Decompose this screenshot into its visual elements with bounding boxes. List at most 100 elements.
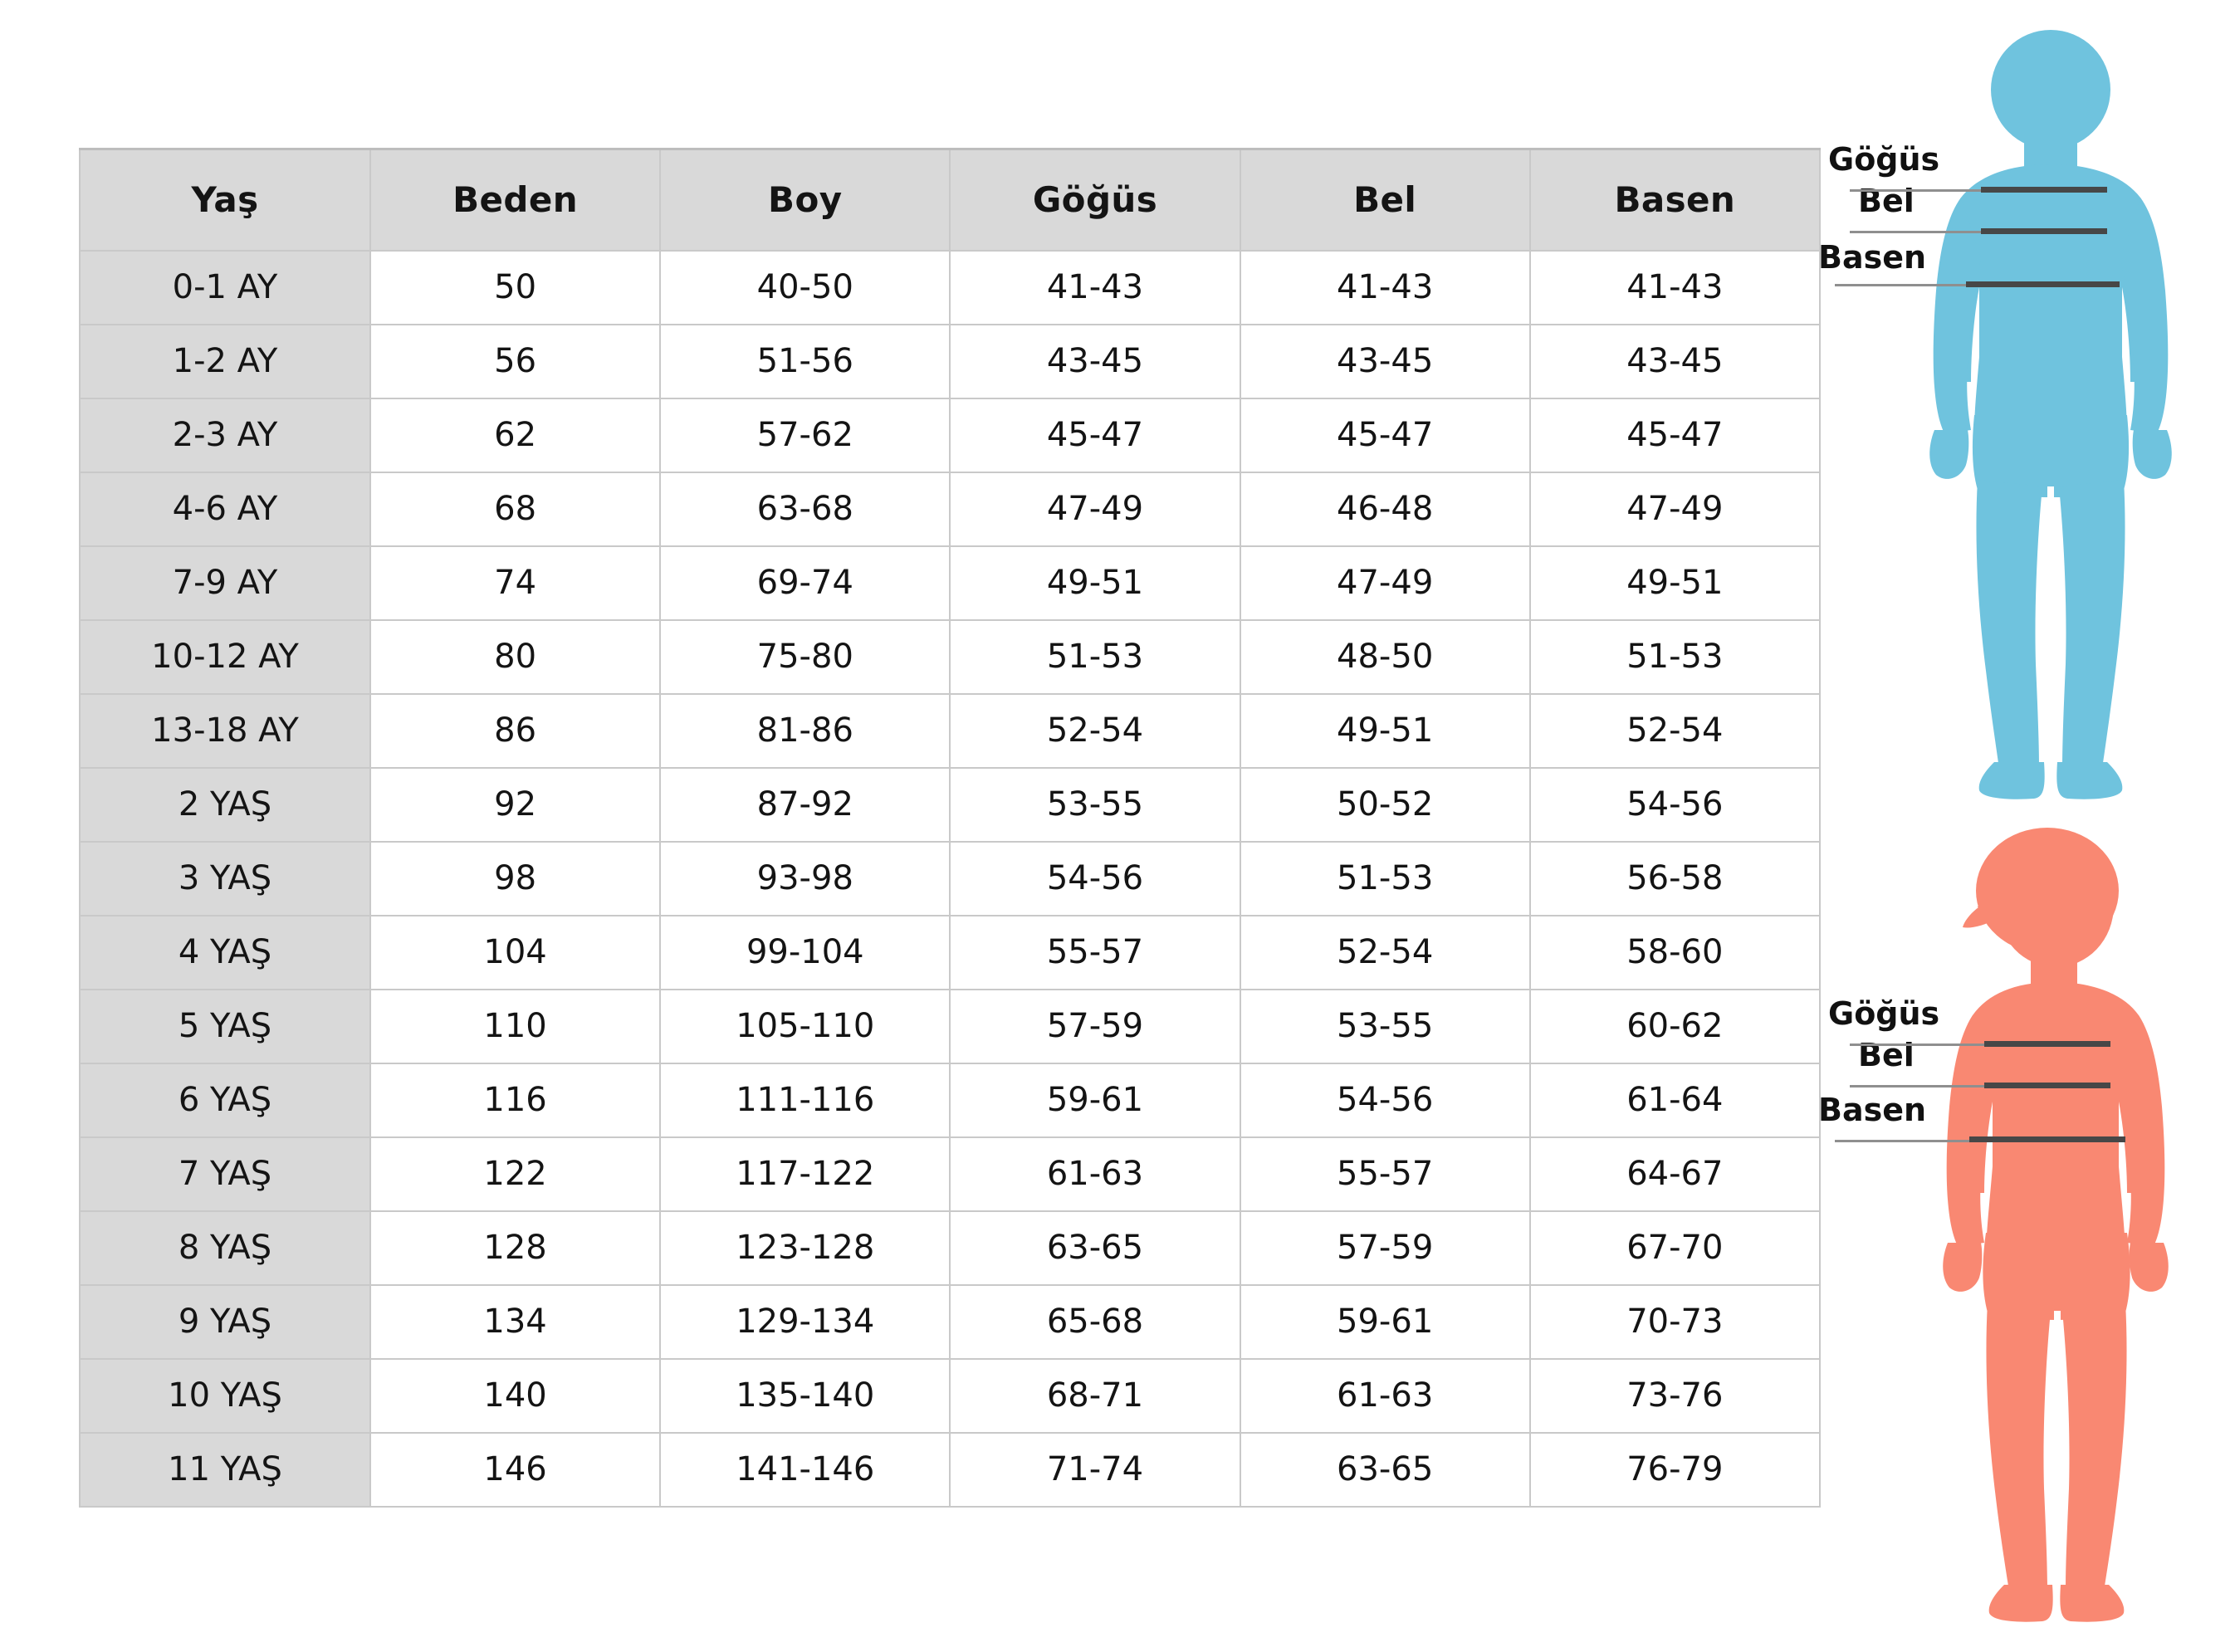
column-header-yas: Yaş — [79, 148, 371, 252]
cell-gogus: 59-61 — [949, 1062, 1241, 1138]
cell-gogus: 63-65 — [949, 1210, 1241, 1286]
male-body-silhouette-icon — [1929, 30, 2172, 799]
table-row: 13-18 AY 86 81-86 52-54 49-51 52-54 — [79, 692, 1821, 769]
cell-beden: 50 — [369, 249, 662, 325]
table-header-row: Yaş Beden Boy Göğüs Bel Basen — [79, 148, 1821, 252]
cell-age: 8 YAŞ — [79, 1210, 371, 1286]
cell-gogus: 52-54 — [949, 692, 1241, 769]
cell-boy: 69-74 — [659, 545, 951, 621]
cell-age: 9 YAŞ — [79, 1283, 371, 1360]
cell-boy: 75-80 — [659, 618, 951, 695]
cell-bel: 45-47 — [1239, 397, 1531, 473]
column-header-beden: Beden — [369, 148, 662, 252]
female-body-figure: Göğüs Bel Basen — [1818, 801, 2217, 1640]
cell-boy: 93-98 — [659, 840, 951, 916]
table-row: 9 YAŞ 134 129-134 65-68 59-61 70-73 — [79, 1283, 1821, 1360]
cell-beden: 110 — [369, 988, 662, 1064]
cell-basen: 52-54 — [1528, 692, 1821, 769]
cell-age: 0-1 AY — [79, 249, 371, 325]
cell-gogus: 41-43 — [949, 249, 1241, 325]
cell-basen: 51-53 — [1528, 618, 1821, 695]
cell-beden: 146 — [369, 1431, 662, 1508]
cell-beden: 80 — [369, 618, 662, 695]
cell-gogus: 54-56 — [949, 840, 1241, 916]
cell-beden: 56 — [369, 323, 662, 399]
cell-boy: 87-92 — [659, 766, 951, 843]
cell-age: 2-3 AY — [79, 397, 371, 473]
table-row: 3 YAŞ 98 93-98 54-56 51-53 56-58 — [79, 840, 1821, 916]
cell-age: 3 YAŞ — [79, 840, 371, 916]
cell-basen: 67-70 — [1528, 1210, 1821, 1286]
cell-boy: 51-56 — [659, 323, 951, 399]
cell-bel: 47-49 — [1239, 545, 1531, 621]
cell-bel: 57-59 — [1239, 1210, 1531, 1286]
table-row: 6 YAŞ 116 111-116 59-61 54-56 61-64 — [79, 1062, 1821, 1138]
cell-boy: 63-68 — [659, 471, 951, 547]
cell-age: 10-12 AY — [79, 618, 371, 695]
cell-age: 1-2 AY — [79, 323, 371, 399]
cell-basen: 76-79 — [1528, 1431, 1821, 1508]
cell-beden: 116 — [369, 1062, 662, 1138]
cell-boy: 141-146 — [659, 1431, 951, 1508]
size-chart-table-container: Yaş Beden Boy Göğüs Bel Basen 0-1 AY 50 40… — [79, 148, 1821, 1508]
cell-age: 4-6 AY — [79, 471, 371, 547]
table-row: 4-6 AY 68 63-68 47-49 46-48 47-49 — [79, 471, 1821, 547]
cell-gogus: 68-71 — [949, 1357, 1241, 1434]
cell-gogus: 65-68 — [949, 1283, 1241, 1360]
size-chart-table: Yaş Beden Boy Göğüs Bel Basen 0-1 AY 50 40… — [79, 148, 1821, 1508]
cell-boy: 135-140 — [659, 1357, 951, 1434]
cell-bel: 61-63 — [1239, 1357, 1531, 1434]
column-header-basen: Basen — [1528, 148, 1821, 252]
cell-basen: 54-56 — [1528, 766, 1821, 843]
cell-beden: 74 — [369, 545, 662, 621]
cell-boy: 117-122 — [659, 1136, 951, 1212]
cell-age: 2 YAŞ — [79, 766, 371, 843]
column-header-bel: Bel — [1239, 148, 1531, 252]
cell-basen: 60-62 — [1528, 988, 1821, 1064]
cell-beden: 92 — [369, 766, 662, 843]
table-row: 4 YAŞ 104 99-104 55-57 52-54 58-60 — [79, 914, 1821, 990]
table-row: 0-1 AY 50 40-50 41-43 41-43 41-43 — [79, 249, 1821, 325]
table-row: 5 YAŞ 110 105-110 57-59 53-55 60-62 — [79, 988, 1821, 1064]
table-row: 1-2 AY 56 51-56 43-45 43-45 43-45 — [79, 323, 1821, 399]
cell-gogus: 49-51 — [949, 545, 1241, 621]
cell-boy: 105-110 — [659, 988, 951, 1064]
cell-bel: 54-56 — [1239, 1062, 1531, 1138]
cell-bel: 41-43 — [1239, 249, 1531, 325]
cell-age: 7-9 AY — [79, 545, 371, 621]
cell-beden: 134 — [369, 1283, 662, 1360]
cell-basen: 41-43 — [1528, 249, 1821, 325]
cell-age: 4 YAŞ — [79, 914, 371, 990]
cell-gogus: 51-53 — [949, 618, 1241, 695]
female-body-silhouette-icon — [1943, 828, 2169, 1622]
table-row: 11 YAŞ 146 141-146 71-74 63-65 76-79 — [79, 1431, 1821, 1508]
table-row: 7-9 AY 74 69-74 49-51 47-49 49-51 — [79, 545, 1821, 621]
cell-boy: 40-50 — [659, 249, 951, 325]
cell-basen: 73-76 — [1528, 1357, 1821, 1434]
cell-age: 10 YAŞ — [79, 1357, 371, 1434]
cell-age: 11 YAŞ — [79, 1431, 371, 1508]
cell-boy: 111-116 — [659, 1062, 951, 1138]
cell-age: 5 YAŞ — [79, 988, 371, 1064]
cell-beden: 104 — [369, 914, 662, 990]
cell-gogus: 53-55 — [949, 766, 1241, 843]
column-header-gogus: Göğüs — [949, 148, 1241, 252]
cell-gogus: 71-74 — [949, 1431, 1241, 1508]
cell-boy: 123-128 — [659, 1210, 951, 1286]
cell-bel: 50-52 — [1239, 766, 1531, 843]
cell-basen: 47-49 — [1528, 471, 1821, 547]
cell-basen: 45-47 — [1528, 397, 1821, 473]
cell-bel: 59-61 — [1239, 1283, 1531, 1360]
cell-beden: 128 — [369, 1210, 662, 1286]
cell-bel: 46-48 — [1239, 471, 1531, 547]
cell-beden: 68 — [369, 471, 662, 547]
cell-gogus: 47-49 — [949, 471, 1241, 547]
cell-basen: 49-51 — [1528, 545, 1821, 621]
cell-basen: 70-73 — [1528, 1283, 1821, 1360]
cell-boy: 57-62 — [659, 397, 951, 473]
cell-basen: 61-64 — [1528, 1062, 1821, 1138]
cell-age: 7 YAŞ — [79, 1136, 371, 1212]
cell-bel: 52-54 — [1239, 914, 1531, 990]
cell-bel: 63-65 — [1239, 1431, 1531, 1508]
cell-gogus: 57-59 — [949, 988, 1241, 1064]
